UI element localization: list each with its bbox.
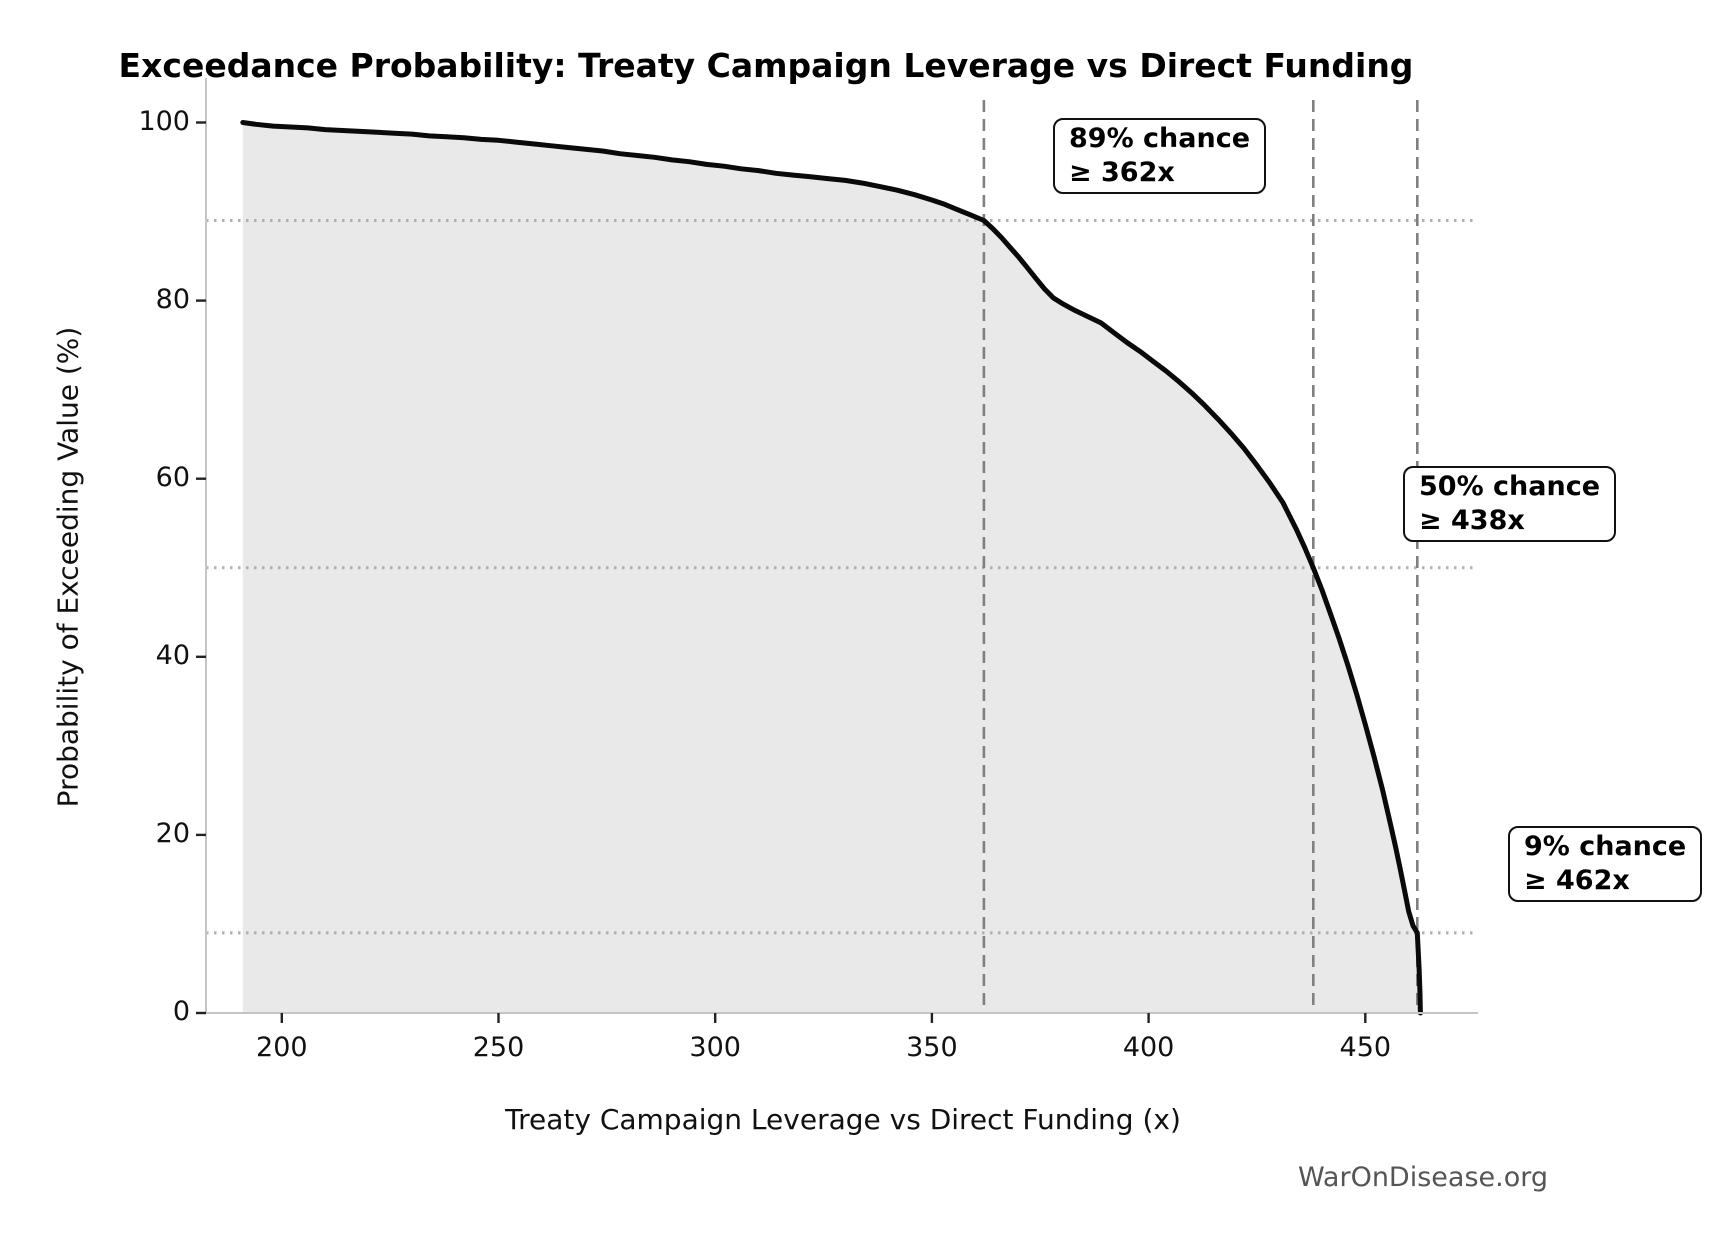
y-tick-label-20: 20 [155, 817, 190, 849]
y-axis-label: Probability of Exceeding Value (%) [51, 326, 85, 808]
y-tick-label-80: 80 [155, 283, 190, 315]
annotation-box-438: 50% chance ≥ 438x [1403, 466, 1617, 542]
x-tick-label-350: 350 [906, 1032, 958, 1063]
annotation-value-text: ≥ 362x [1069, 157, 1175, 188]
x-tick-label-400: 400 [1122, 1032, 1175, 1063]
annotation-value-text: ≥ 438x [1419, 505, 1525, 536]
annotation-box-362: 89% chance ≥ 362x [1053, 118, 1267, 194]
annotation-box-462: 9% chance ≥ 462x [1508, 826, 1703, 902]
watermark-text: WarOnDisease.org [1297, 1162, 1548, 1193]
y-tick-label-100: 100 [138, 105, 190, 137]
y-tick-label-0: 0 [172, 996, 190, 1027]
annotation-chance-text: 89% chance [1069, 123, 1251, 154]
annotation-value-text: ≥ 462x [1524, 865, 1630, 896]
chart-title: Exceedance Probability: Treaty Campaign … [118, 46, 1414, 85]
annotation-chance-text: 50% chance [1419, 471, 1601, 502]
x-tick-label-200: 200 [256, 1032, 308, 1063]
y-tick-label-60: 60 [155, 461, 190, 493]
x-tick-label-250: 250 [472, 1032, 525, 1063]
y-tick-label-40: 40 [155, 639, 190, 671]
annotation-chance-text: 9% chance [1524, 831, 1687, 862]
x-tick-label-300: 300 [689, 1032, 741, 1063]
x-tick-label-450: 450 [1339, 1032, 1392, 1063]
x-axis-label: Treaty Campaign Leverage vs Direct Fundi… [505, 1103, 1181, 1136]
exceedance-curve [240, 120, 1423, 1016]
